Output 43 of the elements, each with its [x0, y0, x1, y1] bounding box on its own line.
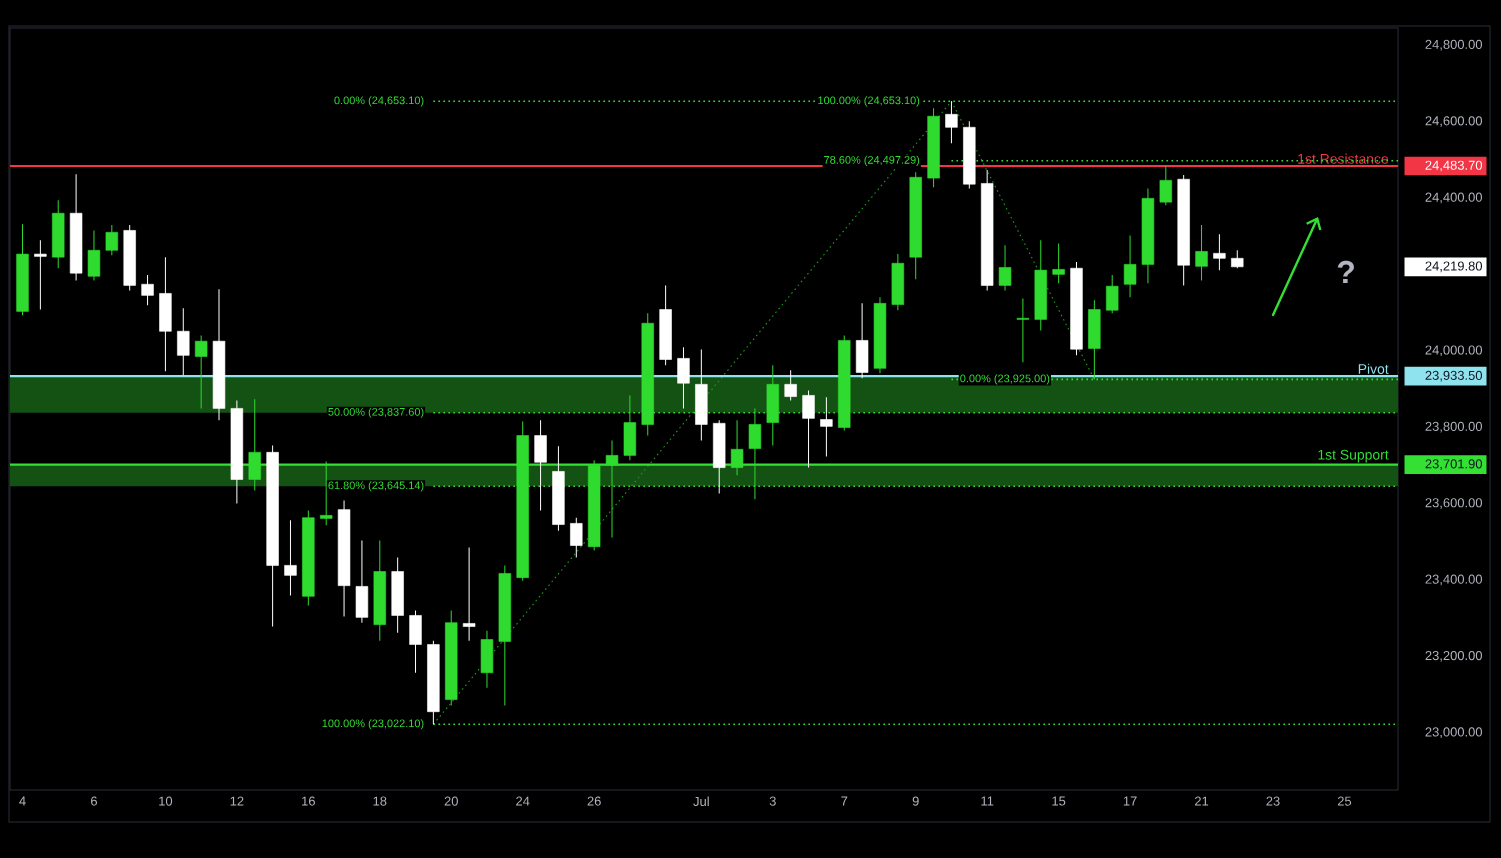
y-tick-label: 23,000.00: [1425, 727, 1483, 739]
y-tick-label: 23,800.00: [1425, 421, 1483, 433]
x-tick-label: 15: [1052, 796, 1066, 806]
x-tick-label: Jul: [693, 796, 709, 807]
ref-line-label: 1st Resistance: [1298, 153, 1389, 164]
ref-line-label: Pivot: [1358, 363, 1389, 374]
y-tick-label: 24,219.80: [1425, 261, 1483, 273]
x-tick-label: 16: [302, 796, 315, 806]
y-tick-label: 24,800.00: [1425, 39, 1483, 51]
x-tick-label: 9: [912, 796, 919, 806]
x-tick-label: 20: [444, 796, 458, 806]
x-tick-label: 17: [1123, 796, 1137, 806]
ref-line-label: 61.80% (23,645.14): [328, 481, 424, 492]
x-tick-label: 26: [587, 796, 601, 806]
ref-line-label: 0.00% (24,653.10): [334, 96, 424, 107]
ref-line-label: 0.00% (23,925.00): [960, 374, 1050, 385]
y-tick-label: 23,400.00: [1425, 574, 1483, 586]
annotation: ?: [1337, 260, 1354, 284]
x-tick-label: 7: [841, 796, 848, 806]
y-tick-label: 23,933.50: [1425, 370, 1483, 382]
y-tick-label: 24,600.00: [1425, 116, 1483, 127]
ref-line-label: 78.60% (24,497.29): [824, 155, 920, 166]
x-tick-label: 4: [19, 796, 26, 806]
x-tick-label: 6: [91, 796, 97, 806]
y-tick-label: 24,000.00: [1425, 345, 1483, 357]
x-tick-label: 24: [516, 796, 530, 806]
y-tick-label: 23,701.90: [1425, 459, 1483, 470]
ref-line-label: 1st Support: [1318, 449, 1389, 463]
x-tick-label: 12: [230, 796, 244, 806]
y-tick-label: 23,600.00: [1425, 498, 1483, 509]
x-tick-label: 25: [1337, 796, 1352, 806]
ref-line-label: 100.00% (23,022.10): [322, 719, 424, 730]
y-tick-label: 23,200.00: [1425, 650, 1483, 662]
ref-line-label: 50.00% (23,837.60): [328, 407, 424, 418]
x-tick-label: 10: [159, 796, 173, 806]
x-tick-label: 23: [1266, 796, 1280, 806]
x-tick-label: 18: [373, 796, 387, 806]
x-tick-label: 3: [769, 796, 776, 806]
x-tick-label: 11: [981, 796, 994, 806]
x-tick-label: 21: [1194, 796, 1209, 806]
annotation: 100.00% (24,653.10): [818, 96, 920, 107]
y-tick-label: 24,400.00: [1425, 192, 1483, 204]
y-tick-label: 24,483.70: [1425, 160, 1483, 172]
